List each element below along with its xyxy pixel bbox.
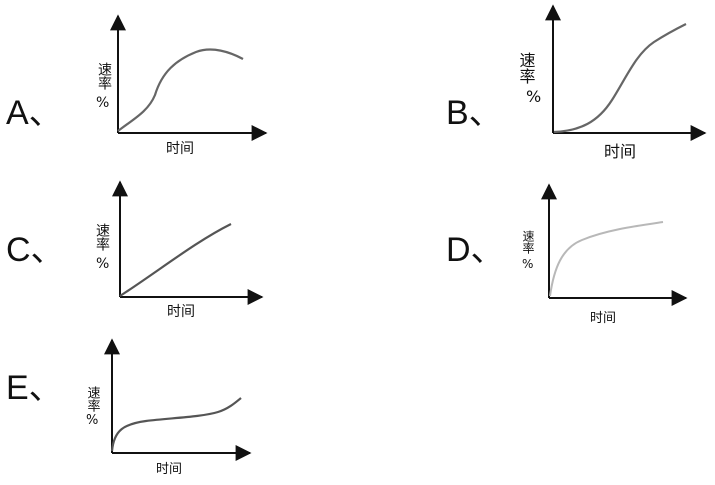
option-e-label: E、: [6, 369, 63, 407]
y-axis-unit: %: [96, 256, 109, 272]
y-axis-label: 速率: [96, 62, 112, 90]
curve: [110, 397, 242, 452]
curve: [549, 221, 664, 297]
curve: [117, 48, 244, 132]
y-axis-label: 速率: [517, 52, 536, 84]
curve: [119, 223, 232, 297]
option-d-label: D、: [446, 231, 505, 269]
option-a-label: A、: [6, 94, 63, 132]
x-axis-label: 时间: [167, 304, 195, 320]
x-axis-label: 时间: [156, 462, 182, 477]
y-axis-unit: %: [522, 257, 533, 271]
x-axis-label: 时间: [604, 142, 636, 161]
option-c-label: C、: [6, 231, 65, 269]
y-axis-label: 速率: [94, 223, 110, 251]
x-axis-label: 时间: [590, 311, 616, 326]
curve: [553, 23, 687, 134]
y-axis-label: 速率: [521, 230, 535, 254]
y-axis-label: 速率: [85, 386, 101, 412]
y-axis-unit: %: [96, 95, 109, 111]
y-axis-unit: %: [526, 87, 541, 106]
x-axis-label: 时间: [166, 141, 194, 157]
option-b-label: B、: [446, 94, 503, 132]
y-axis-unit: %: [86, 413, 98, 428]
